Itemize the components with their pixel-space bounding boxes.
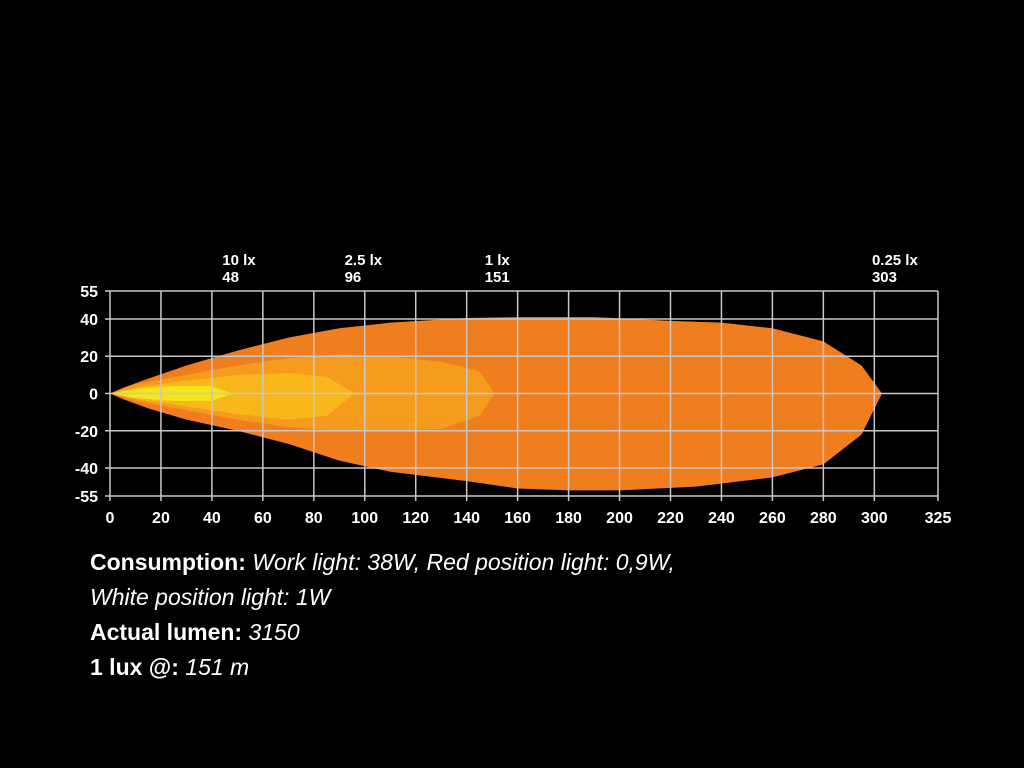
lumen-row: Actual lumen: 3150: [90, 615, 675, 650]
y-axis-tick-labels: 55 40 20 0 -20 -40 -55: [75, 284, 98, 506]
chart-grid: [105, 290, 939, 501]
x-tick-label: 60: [254, 510, 272, 527]
consumption-row: Consumption: Work light: 38W, Red positi…: [90, 545, 675, 580]
x-tick-label: 140: [453, 510, 480, 527]
lumen-label: Actual lumen:: [90, 619, 243, 645]
x-tick-label: 100: [351, 510, 378, 527]
x-tick-label: 80: [305, 510, 323, 527]
x-tick-label: 160: [504, 510, 531, 527]
x-tick-label: 200: [606, 510, 633, 527]
lux-reach-label: 151: [485, 269, 510, 286]
lux-level-label: 2.5 lx: [345, 252, 383, 269]
specifications: Consumption: Work light: 38W, Red positi…: [90, 545, 675, 685]
beam-area-2: [110, 373, 355, 420]
y-tick-label: -20: [75, 424, 98, 441]
x-tick-label: 0: [106, 510, 115, 527]
x-tick-label: 280: [810, 510, 837, 527]
lux-reach-label: 48: [222, 269, 239, 286]
lux-level-label: 10 lx: [222, 252, 256, 269]
x-tick-label: 120: [402, 510, 429, 527]
x-tick-label: 40: [203, 510, 221, 527]
x-tick-label: 300: [861, 510, 888, 527]
lux-reach-label: 96: [345, 269, 362, 286]
consumption-row-2: White position light: 1W: [90, 580, 675, 615]
consumption-label: Consumption:: [90, 549, 246, 575]
x-tick-label: 325: [925, 510, 952, 527]
beam-areas: [110, 317, 882, 491]
lux-distance-row: 1 lux @: 151 m: [90, 650, 675, 685]
lux-distance-value: 151 m: [185, 654, 250, 680]
y-tick-label: 55: [80, 284, 98, 301]
lux-level-label: 1 lx: [485, 252, 511, 269]
consumption-value-1: Work light: 38W, Red position light: 0,9…: [252, 549, 675, 575]
x-axis-tick-labels: 0 20 40 60 80 100 120 140 160 180 200 220 240 260 280 3…: [106, 510, 952, 527]
lux-distance-label: 1 lux @:: [90, 654, 179, 680]
y-tick-label: -40: [75, 461, 98, 478]
y-tick-label: 20: [80, 349, 98, 366]
lumen-value: 3150: [248, 619, 300, 645]
light-distribution-chart: 0 20 40 60 80 100 120 140 160 180 200 220 240 260 280 3…: [75, 252, 952, 527]
x-tick-label: 240: [708, 510, 735, 527]
x-tick-label: 20: [152, 510, 170, 527]
x-tick-label: 220: [657, 510, 684, 527]
x-tick-label: 260: [759, 510, 786, 527]
lux-level-label: 0.25 lx: [872, 252, 919, 269]
y-tick-label: 40: [80, 312, 98, 329]
x-tick-label: 180: [555, 510, 582, 527]
y-tick-label: 0: [89, 387, 98, 404]
consumption-value-2: White position light: 1W: [90, 584, 331, 610]
lux-reach-label: 303: [872, 269, 897, 286]
y-tick-label: -55: [75, 489, 98, 506]
